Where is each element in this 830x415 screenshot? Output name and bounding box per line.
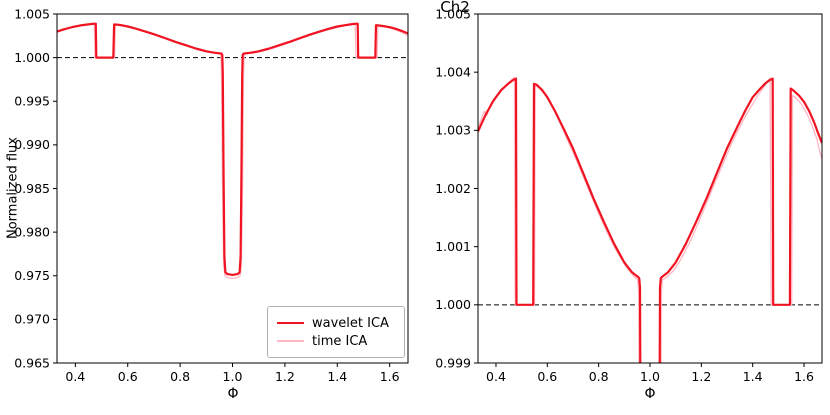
x-tick-label: 1.4 bbox=[327, 369, 347, 384]
y-tick-label: 1.005 bbox=[435, 6, 471, 21]
x-tick-label: 1.6 bbox=[380, 369, 400, 384]
panel-full-lightcurve: 0.4 0.6 0.8 1.0 1.2 1.4 1.6 0.965 0.970 0.975 0.98… bbox=[14, 6, 409, 384]
x-tick-label: 0.6 bbox=[537, 369, 557, 384]
y-tick-label: 0.999 bbox=[435, 355, 471, 370]
y-tick-label: 0.980 bbox=[14, 224, 50, 239]
y-tick-label: 0.985 bbox=[14, 181, 50, 196]
x-tick-label: 1.0 bbox=[640, 369, 660, 384]
y-tick-label: 0.965 bbox=[14, 355, 50, 370]
y-tick-label: 1.005 bbox=[14, 6, 50, 21]
y-tick-label: 0.970 bbox=[14, 312, 50, 327]
chart-title: Ch2 bbox=[440, 0, 470, 16]
series-line-0 bbox=[478, 77, 822, 363]
legend: wavelet ICA time ICA bbox=[267, 306, 405, 358]
x-tick-label: 1.2 bbox=[691, 369, 711, 384]
legend-label-time-ica: time ICA bbox=[312, 333, 368, 349]
x-tick-label: 0.6 bbox=[118, 369, 138, 384]
x-tick-label: 1.6 bbox=[794, 369, 814, 384]
x-tick-label: 0.4 bbox=[486, 369, 506, 384]
legend-item-time-ica: time ICA bbox=[277, 332, 395, 350]
legend-item-wavelet-ica: wavelet ICA bbox=[277, 314, 395, 332]
x-tick-label: 1.0 bbox=[223, 369, 243, 384]
series-line-1 bbox=[57, 22, 408, 280]
y-tick-label: 1.004 bbox=[435, 64, 471, 79]
legend-label-wavelet-ica: wavelet ICA bbox=[312, 315, 389, 331]
x-tick-label: 0.8 bbox=[589, 369, 609, 384]
y-tick-label: 1.000 bbox=[435, 297, 471, 312]
wavelet-ica-line-swatch bbox=[277, 321, 304, 325]
y-tick-label: 1.003 bbox=[435, 123, 471, 138]
y-tick-label: 0.975 bbox=[14, 268, 50, 283]
y-tick-label: 0.990 bbox=[14, 137, 50, 152]
x-axis-label-right: Φ bbox=[644, 386, 656, 402]
y-tick-label: 0.995 bbox=[14, 94, 50, 109]
y-tick-label: 1.002 bbox=[435, 181, 471, 196]
x-tick-label: 0.8 bbox=[170, 369, 190, 384]
series-line-0 bbox=[57, 22, 408, 276]
time-ica-line-swatch bbox=[277, 340, 304, 342]
y-tick-label: 1.000 bbox=[14, 50, 50, 65]
y-tick-label: 1.001 bbox=[435, 239, 471, 254]
x-tick-label: 0.4 bbox=[65, 369, 85, 384]
x-tick-label: 1.4 bbox=[743, 369, 763, 384]
panel-zoom-phase-curve: 0.4 0.6 0.8 1.0 1.2 1.4 1.6 0.999 1.000 1.001 1.00… bbox=[435, 6, 823, 384]
x-axis-label-left: Φ bbox=[227, 386, 239, 402]
x-tick-label: 1.2 bbox=[275, 369, 295, 384]
y-axis-label: Normalized flux bbox=[5, 137, 21, 239]
